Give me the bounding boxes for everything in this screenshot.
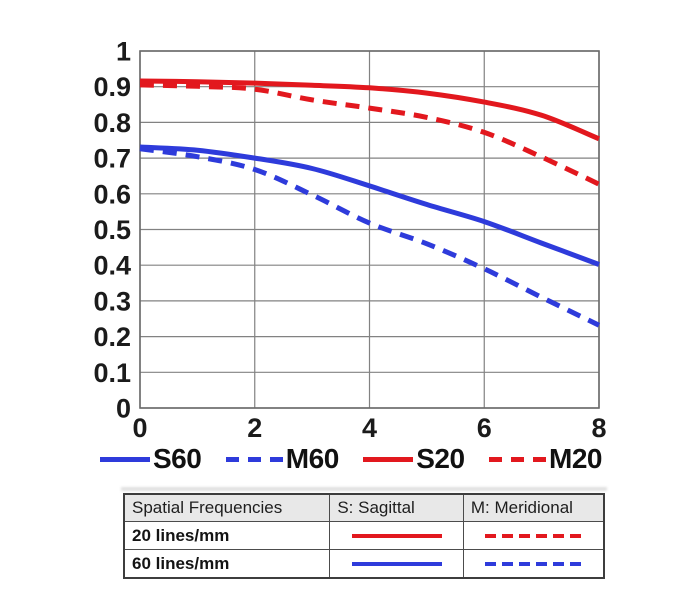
svg-text:4: 4: [362, 413, 377, 443]
header-sagittal: S: Sagittal: [329, 493, 464, 522]
legend-label-m20: M20: [549, 443, 602, 474]
table-row-20lines: 20 lines/mm: [123, 521, 605, 550]
x-axis-tick-labels: 0 2 4 6 8: [132, 413, 606, 443]
m20-line-sample-icon: [489, 456, 547, 462]
legend-item-m60: M60: [225, 443, 339, 475]
s20-line-sample-icon: [363, 456, 414, 462]
grid-lines: [139, 50, 600, 409]
red-solid-line-sample-icon: [351, 534, 442, 539]
legend-item-m20: M20: [489, 443, 602, 475]
curve-m60: [139, 146, 601, 328]
svg-text:2: 2: [247, 413, 262, 443]
svg-text:0.3: 0.3: [93, 286, 131, 316]
cell-20-meridional: [462, 521, 605, 550]
svg-text:0.8: 0.8: [93, 108, 131, 138]
svg-text:8: 8: [591, 413, 606, 443]
table-header-row: Spatial Frequencies S: Sagittal M: Merid…: [123, 493, 605, 522]
legend-item-s20: S20: [363, 443, 465, 475]
cell-20-sagittal: [329, 521, 464, 550]
y-axis-tick-labels: 0 0.1 0.2 0.3 0.4 0.5 0.6 0.7 0.8 0.9 1: [93, 37, 131, 424]
blue-solid-line-sample-icon: [351, 562, 442, 567]
mtf-chart: 00.10.20.30.40.50.60.70.80.910 2 4 6 8: [93, 37, 606, 444]
curve-s20: [139, 78, 600, 142]
red-dashed-line-sample-icon: [485, 534, 582, 539]
spatial-frequency-table: Spatial Frequencies S: Sagittal M: Merid…: [123, 493, 605, 579]
curve-s60: [139, 144, 600, 267]
svg-text:0.9: 0.9: [93, 72, 131, 102]
row-label-60lines: 60 lines/mm: [123, 549, 331, 579]
svg-text:0: 0: [116, 394, 131, 424]
table-row-60lines: 60 lines/mm: [123, 549, 605, 579]
legend-label-s60: S60: [153, 443, 202, 474]
svg-text:0.2: 0.2: [93, 322, 131, 352]
legend-label-s20: S20: [416, 443, 465, 474]
blue-dashed-line-sample-icon: [485, 562, 582, 567]
legend-item-s60: S60: [100, 443, 202, 475]
cell-60-meridional: [462, 549, 605, 579]
svg-text:0.7: 0.7: [93, 144, 131, 174]
svg-text:6: 6: [477, 413, 492, 443]
curve-m20: [139, 82, 601, 187]
svg-text:0.5: 0.5: [93, 215, 131, 245]
svg-text:0.4: 0.4: [93, 251, 131, 281]
cell-60-sagittal: [329, 549, 464, 579]
svg-text:0: 0: [132, 413, 147, 443]
mtf-curves: [139, 78, 601, 328]
header-meridional: M: Meridional: [462, 493, 605, 522]
m60-line-sample-icon: [225, 456, 283, 462]
table-top-shadow: [121, 487, 607, 491]
header-spatial-frequencies: Spatial Frequencies: [123, 493, 331, 522]
chart-legend: S60 M60 S20 M20: [100, 443, 602, 475]
row-label-20lines: 20 lines/mm: [123, 521, 331, 550]
legend-label-m60: M60: [285, 443, 339, 474]
s60-line-sample-icon: [100, 456, 150, 462]
svg-text:0.1: 0.1: [93, 358, 131, 388]
svg-text:1: 1: [116, 37, 131, 67]
svg-text:0.6: 0.6: [93, 179, 131, 209]
